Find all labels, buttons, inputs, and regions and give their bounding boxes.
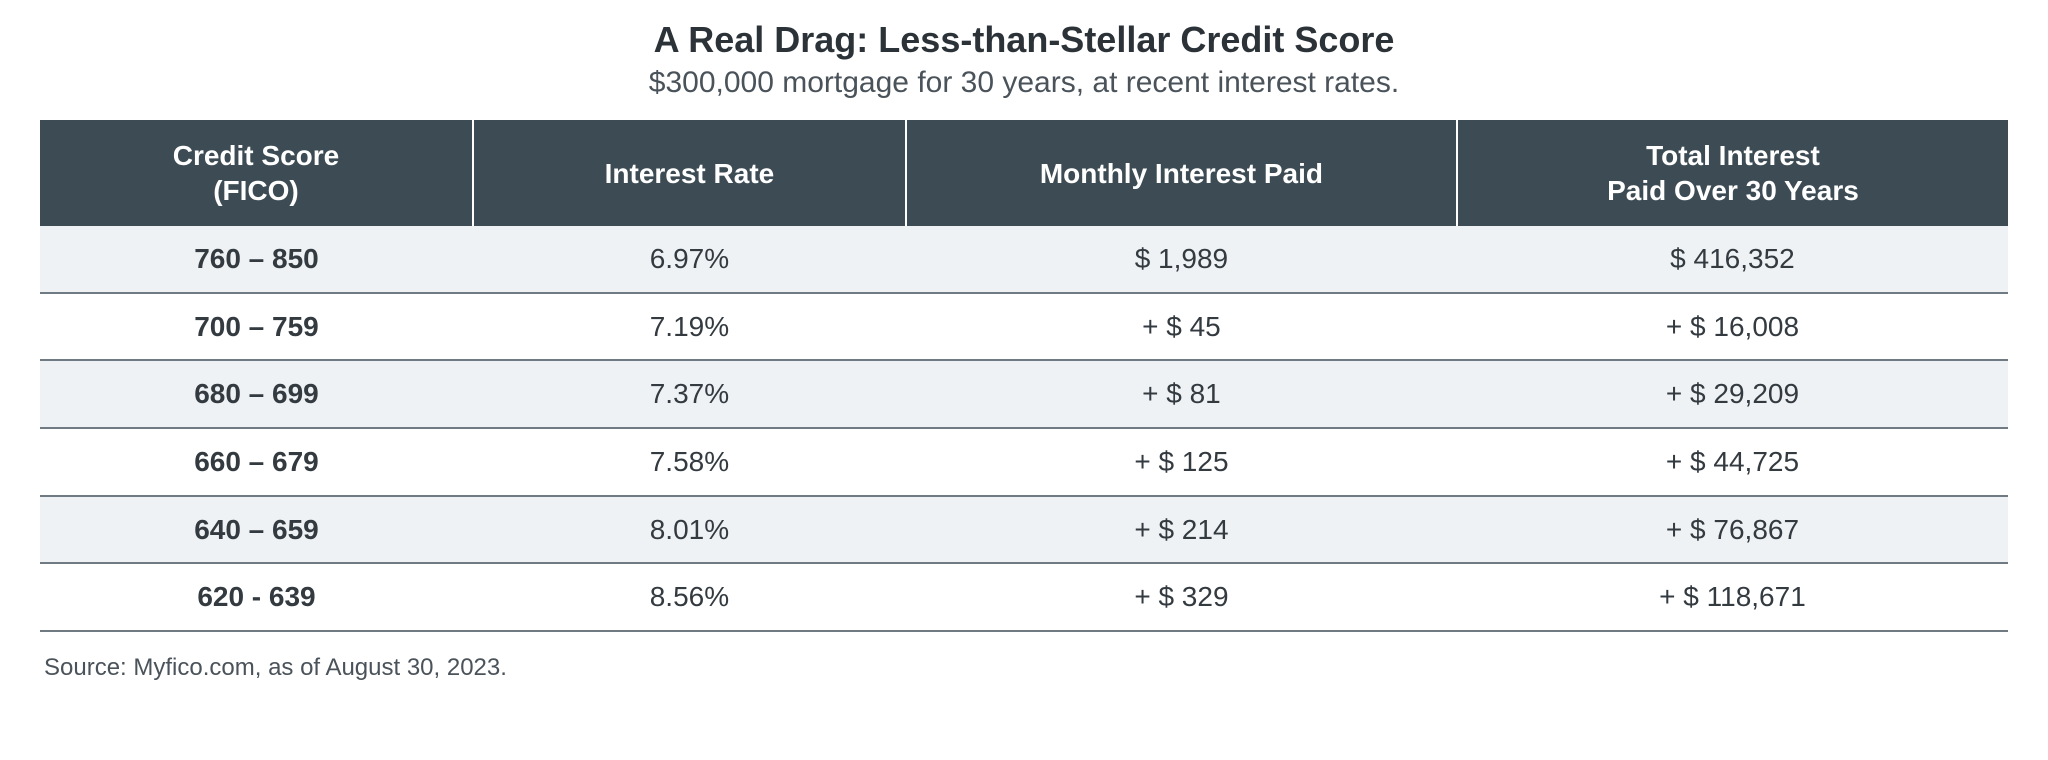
figure-title: A Real Drag: Less-than-Stellar Credit Sc… bbox=[40, 18, 2008, 61]
cell-total: + $ 29,209 bbox=[1457, 360, 2008, 428]
cell-monthly: + $ 329 bbox=[906, 563, 1457, 631]
col-header-monthly: Monthly Interest Paid bbox=[906, 120, 1457, 226]
cell-monthly: + $ 45 bbox=[906, 293, 1457, 361]
table-row: 660 – 679 7.58% + $ 125 + $ 44,725 bbox=[40, 428, 2008, 496]
figure-subtitle: $300,000 mortgage for 30 years, at recen… bbox=[40, 63, 2008, 102]
cell-total: + $ 76,867 bbox=[1457, 496, 2008, 564]
cell-score: 700 – 759 bbox=[40, 293, 473, 361]
cell-score: 680 – 699 bbox=[40, 360, 473, 428]
table-row: 760 – 850 6.97% $ 1,989 $ 416,352 bbox=[40, 226, 2008, 293]
cell-rate: 8.56% bbox=[473, 563, 906, 631]
cell-total: + $ 44,725 bbox=[1457, 428, 2008, 496]
table-body: 760 – 850 6.97% $ 1,989 $ 416,352 700 – … bbox=[40, 226, 2008, 631]
cell-total: + $ 118,671 bbox=[1457, 563, 2008, 631]
cell-score: 620 - 639 bbox=[40, 563, 473, 631]
cell-monthly: + $ 214 bbox=[906, 496, 1457, 564]
cell-score: 760 – 850 bbox=[40, 226, 473, 293]
cell-score: 640 – 659 bbox=[40, 496, 473, 564]
table-row: 680 – 699 7.37% + $ 81 + $ 29,209 bbox=[40, 360, 2008, 428]
figure-source: Source: Myfico.com, as of August 30, 202… bbox=[44, 654, 2008, 682]
table-header: Credit Score(FICO) Interest Rate Monthly… bbox=[40, 120, 2008, 226]
cell-score: 660 – 679 bbox=[40, 428, 473, 496]
figure-container: A Real Drag: Less-than-Stellar Credit Sc… bbox=[0, 0, 2048, 682]
cell-total: + $ 16,008 bbox=[1457, 293, 2008, 361]
cell-rate: 6.97% bbox=[473, 226, 906, 293]
cell-total: $ 416,352 bbox=[1457, 226, 2008, 293]
cell-monthly: + $ 81 bbox=[906, 360, 1457, 428]
col-header-score: Credit Score(FICO) bbox=[40, 120, 473, 226]
col-header-rate: Interest Rate bbox=[473, 120, 906, 226]
col-header-total: Total InterestPaid Over 30 Years bbox=[1457, 120, 2008, 226]
table-row: 620 - 639 8.56% + $ 329 + $ 118,671 bbox=[40, 563, 2008, 631]
table-row: 640 – 659 8.01% + $ 214 + $ 76,867 bbox=[40, 496, 2008, 564]
cell-monthly: + $ 125 bbox=[906, 428, 1457, 496]
table-row: 700 – 759 7.19% + $ 45 + $ 16,008 bbox=[40, 293, 2008, 361]
cell-monthly: $ 1,989 bbox=[906, 226, 1457, 293]
credit-score-table: Credit Score(FICO) Interest Rate Monthly… bbox=[40, 120, 2008, 632]
cell-rate: 7.58% bbox=[473, 428, 906, 496]
cell-rate: 7.37% bbox=[473, 360, 906, 428]
cell-rate: 7.19% bbox=[473, 293, 906, 361]
cell-rate: 8.01% bbox=[473, 496, 906, 564]
